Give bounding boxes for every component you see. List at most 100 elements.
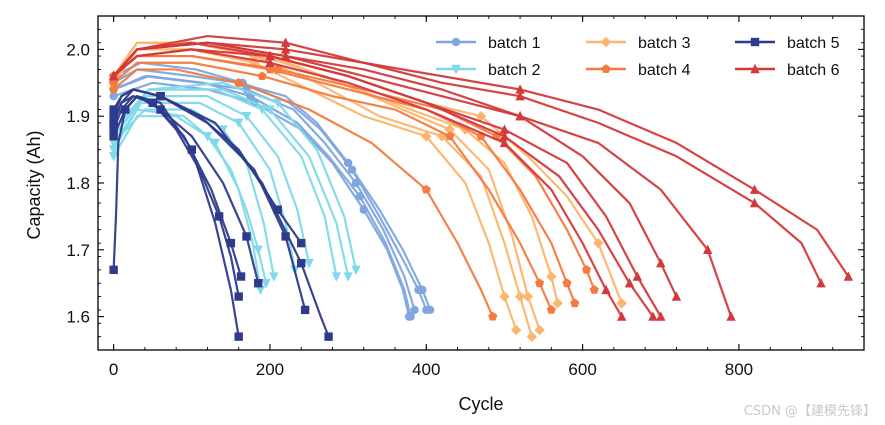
series-line bbox=[112, 61, 553, 312]
data-point bbox=[444, 124, 455, 135]
data-point bbox=[265, 50, 275, 61]
y-axis-label: Capacity (Ah) bbox=[24, 130, 44, 239]
data-point bbox=[522, 291, 534, 302]
data-point bbox=[488, 311, 498, 321]
series-line bbox=[112, 68, 432, 312]
data-point bbox=[648, 311, 658, 321]
series-batch-5 bbox=[109, 88, 333, 341]
data-point bbox=[234, 332, 243, 341]
data-point bbox=[261, 279, 271, 289]
x-tick-label: 400 bbox=[412, 360, 440, 379]
data-point bbox=[546, 271, 557, 282]
data-point bbox=[156, 105, 165, 114]
data-point bbox=[843, 271, 854, 281]
legend: batch 1 batch 2 batch 3 batch 4 batch 5 batch… bbox=[436, 35, 840, 79]
data-point bbox=[109, 125, 118, 134]
data-point bbox=[445, 131, 455, 141]
y-tick-label: 1.9 bbox=[66, 107, 90, 126]
data-point bbox=[109, 132, 118, 141]
legend-label: batch 1 bbox=[488, 35, 541, 52]
legend-label: batch 5 bbox=[787, 35, 840, 52]
series-line bbox=[112, 41, 623, 305]
data-point bbox=[515, 90, 525, 101]
data-point bbox=[526, 331, 538, 342]
watermark: CSDN @【建模先锋】 bbox=[744, 404, 876, 419]
data-point bbox=[552, 298, 563, 309]
legend-item-batch-3: batch 3 bbox=[586, 35, 691, 52]
legend-marker bbox=[600, 36, 612, 48]
series-line bbox=[112, 41, 823, 285]
data-point bbox=[534, 324, 545, 336]
series-line bbox=[112, 34, 850, 278]
data-point bbox=[749, 197, 760, 208]
data-point bbox=[241, 112, 252, 122]
data-point bbox=[515, 111, 525, 121]
data-point bbox=[273, 205, 282, 214]
y-tick-label: 1.8 bbox=[66, 174, 90, 193]
data-point bbox=[281, 232, 290, 241]
data-point bbox=[656, 311, 666, 321]
data-point bbox=[499, 291, 510, 302]
data-point bbox=[816, 278, 826, 288]
data-point bbox=[297, 258, 306, 268]
data-point bbox=[422, 305, 431, 315]
data-point bbox=[406, 312, 415, 321]
data-point bbox=[109, 91, 118, 101]
y-tick-label: 2.0 bbox=[66, 40, 90, 59]
data-point bbox=[475, 111, 487, 122]
data-point bbox=[616, 298, 627, 309]
data-point bbox=[265, 105, 275, 115]
legend-item-batch-1: batch 1 bbox=[436, 35, 541, 52]
series-line bbox=[112, 61, 428, 312]
data-point bbox=[514, 291, 526, 302]
data-point bbox=[324, 332, 333, 341]
data-point bbox=[601, 284, 611, 295]
series-batch-2 bbox=[108, 81, 361, 296]
data-point bbox=[253, 245, 263, 255]
legend-marker bbox=[750, 37, 760, 47]
axes: 0 200 400 600 800 1.6 1.7 1.8 1.9 2.0 bbox=[66, 15, 865, 379]
data-point bbox=[515, 84, 525, 94]
data-point bbox=[624, 278, 635, 288]
data-point bbox=[234, 292, 243, 301]
series-line bbox=[112, 75, 412, 318]
data-point bbox=[351, 265, 361, 276]
data-point bbox=[499, 137, 510, 148]
data-point bbox=[226, 238, 236, 248]
data-point bbox=[109, 84, 119, 94]
legend-item-batch-4: batch 4 bbox=[586, 62, 691, 79]
data-point bbox=[109, 265, 118, 275]
legend-marker bbox=[451, 64, 461, 75]
series-line bbox=[112, 88, 330, 338]
data-point bbox=[421, 131, 432, 142]
data-point bbox=[632, 271, 643, 281]
legend-marker bbox=[750, 63, 760, 74]
data-point bbox=[257, 71, 267, 80]
series-line bbox=[112, 95, 260, 285]
data-point bbox=[255, 285, 266, 296]
data-point bbox=[109, 118, 118, 128]
data-point bbox=[410, 305, 419, 315]
legend-item-batch-6: batch 6 bbox=[735, 62, 840, 79]
data-point bbox=[421, 184, 431, 194]
data-point bbox=[109, 112, 118, 121]
data-point bbox=[218, 125, 228, 135]
y-tick-label: 1.6 bbox=[66, 308, 90, 327]
x-tick-label: 200 bbox=[256, 360, 284, 379]
x-tick-label: 600 bbox=[568, 360, 596, 379]
data-point bbox=[269, 272, 279, 282]
data-point bbox=[546, 305, 556, 314]
data-point bbox=[343, 272, 353, 282]
data-point bbox=[280, 50, 291, 61]
legend-label: batch 3 bbox=[638, 35, 691, 52]
data-point bbox=[108, 152, 119, 162]
data-point bbox=[297, 238, 306, 248]
legend-marker bbox=[601, 64, 611, 73]
data-point bbox=[304, 258, 314, 269]
data-point bbox=[156, 91, 165, 101]
data-point bbox=[414, 285, 423, 295]
data-point bbox=[581, 265, 592, 274]
data-point bbox=[280, 37, 291, 47]
data-point bbox=[233, 118, 244, 129]
